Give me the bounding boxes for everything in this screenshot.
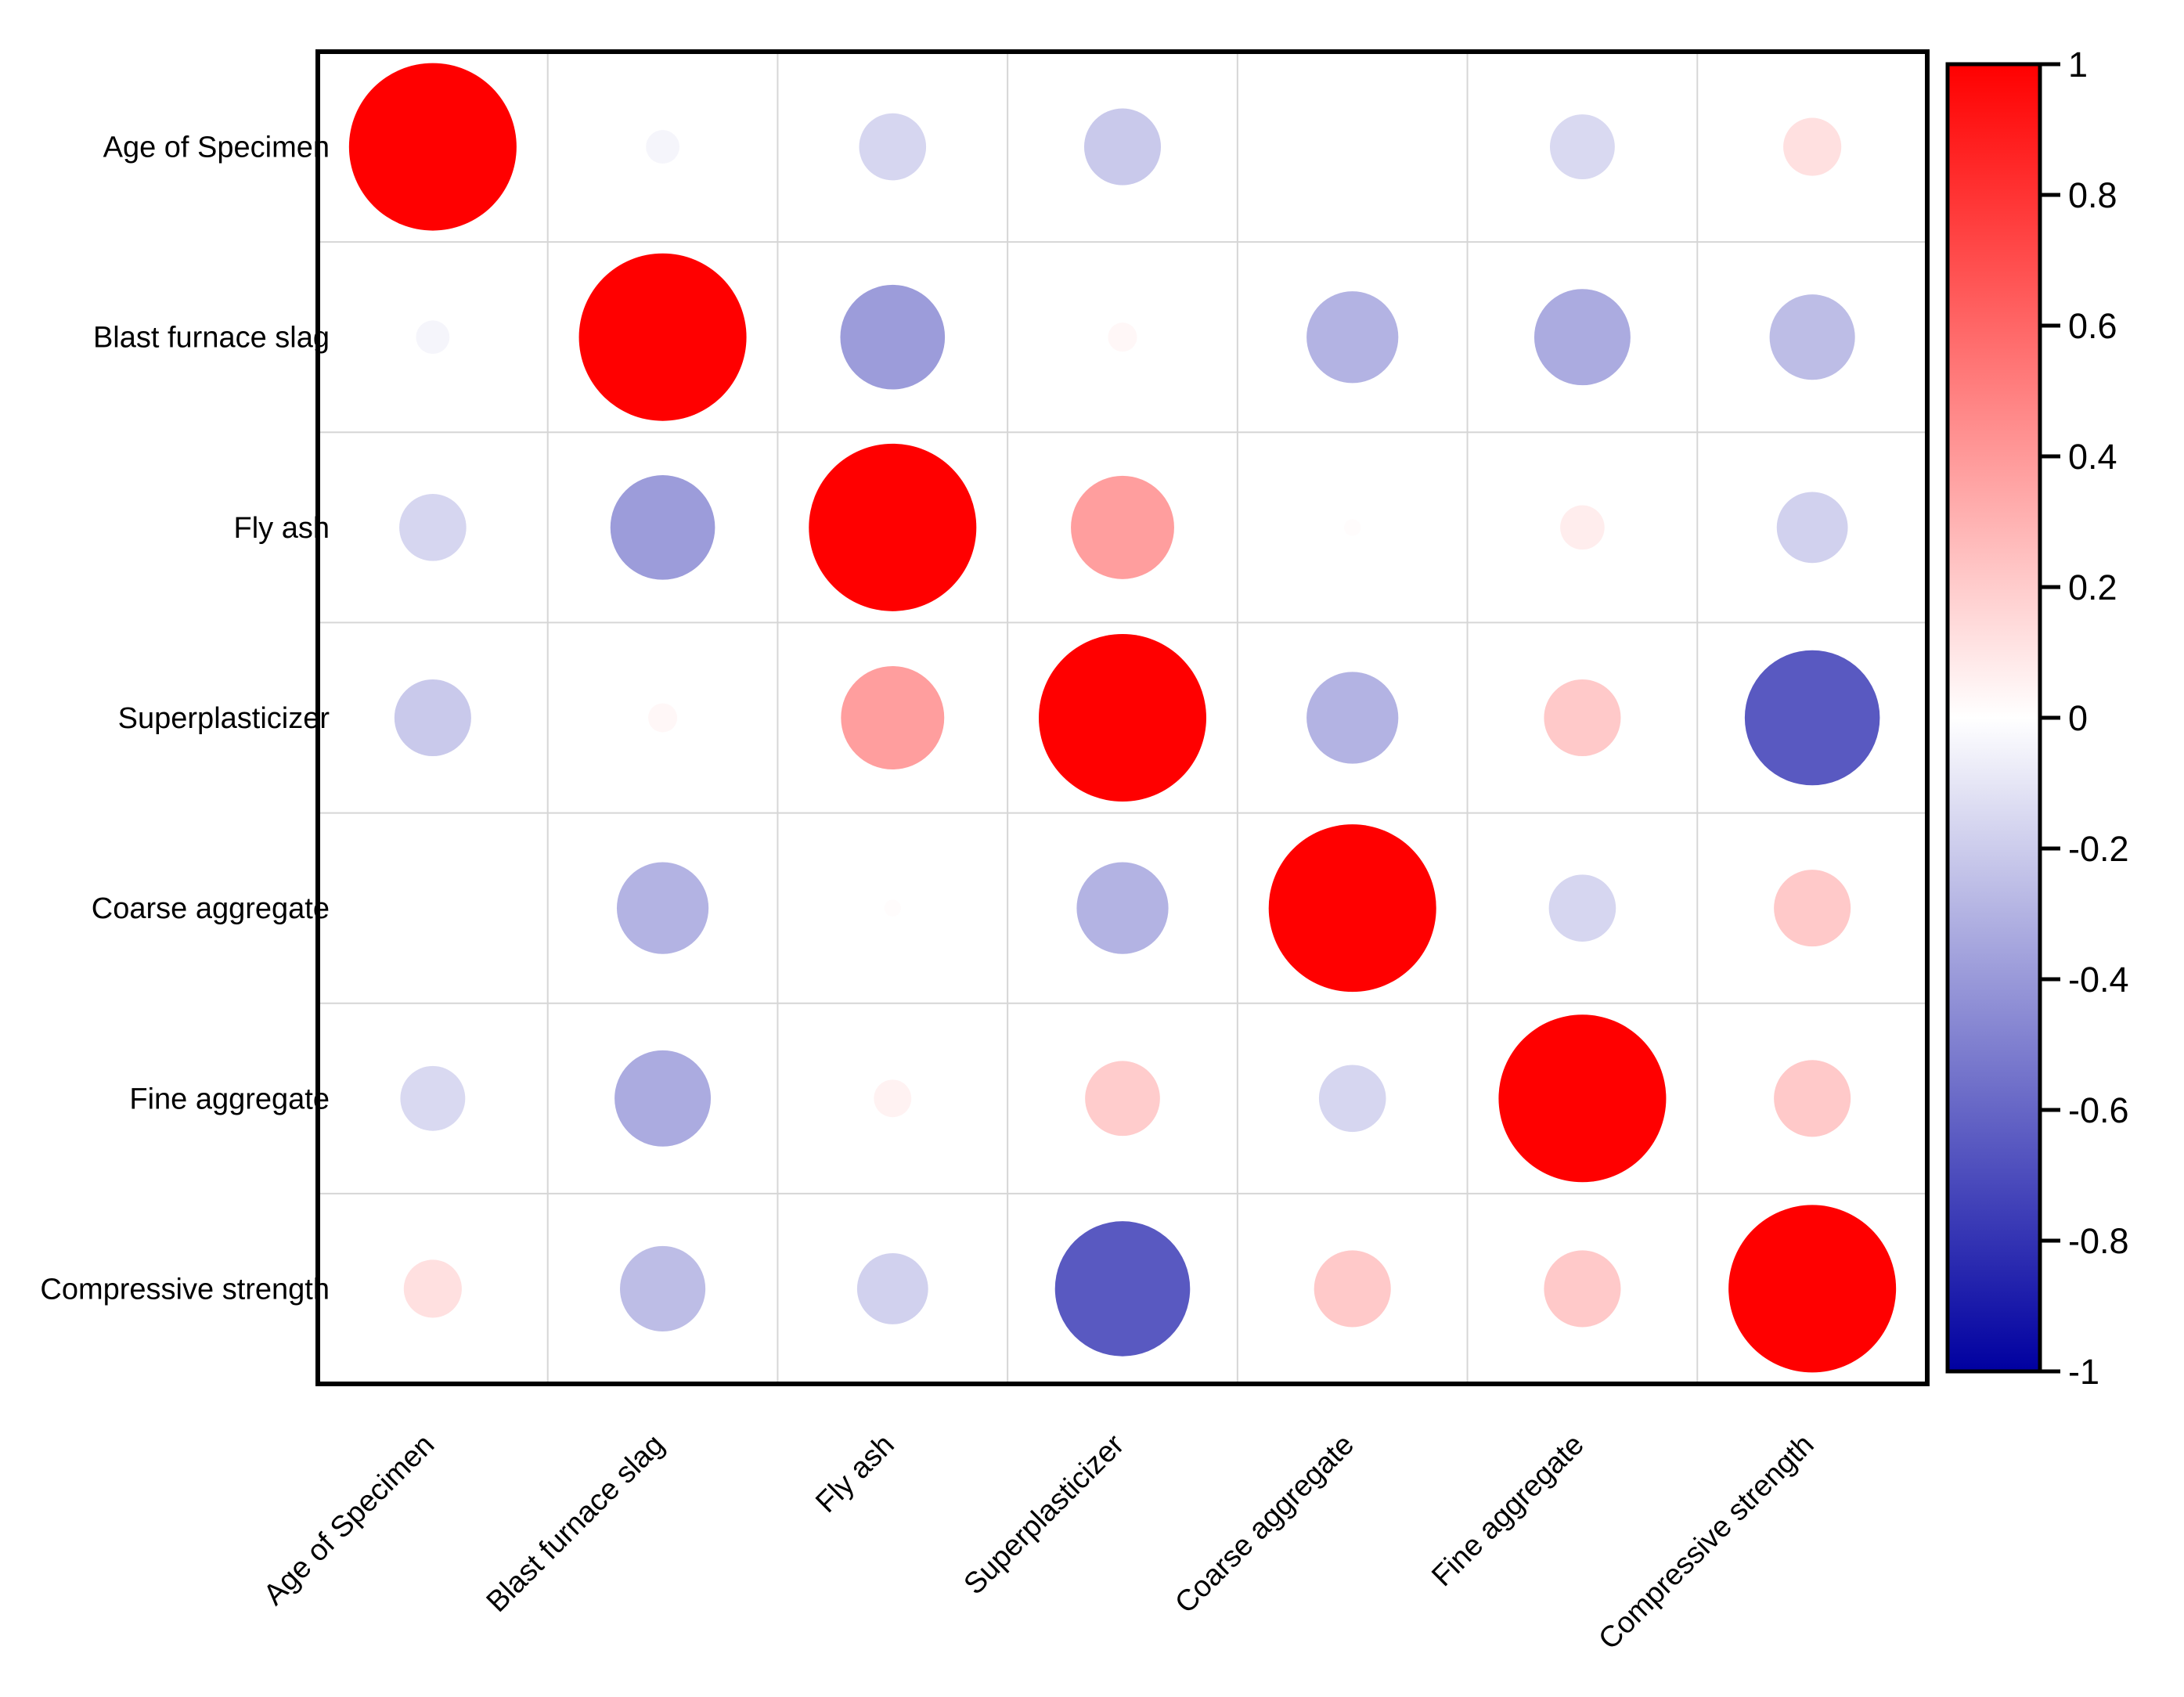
bubble-2-2: [809, 443, 977, 611]
bubble-5-1: [614, 1050, 712, 1147]
bubble-1-3: [1108, 322, 1137, 352]
bubble-6-0: [403, 1259, 462, 1318]
bubble-5-2: [874, 1079, 912, 1118]
colorbar-tick-label: -0.4: [2068, 960, 2129, 1000]
bubble-2-1: [610, 475, 715, 580]
bubble-layer: [348, 63, 1897, 1373]
bubble-2-5: [1560, 505, 1605, 550]
bubble-6-4: [1314, 1250, 1391, 1328]
colorbar-tick-label: 0.8: [2068, 175, 2117, 215]
colorbar-tick-label: 0.6: [2068, 306, 2117, 346]
bubble-6-5: [1544, 1250, 1621, 1328]
bubble-0-5: [1549, 114, 1615, 180]
colorbar-tick-label: 1: [2068, 45, 2088, 85]
bubble-0-2: [859, 113, 927, 181]
bubble-5-6: [1774, 1060, 1851, 1137]
bubble-0-6: [1783, 117, 1842, 176]
colorbar-tick-label: -0.6: [2068, 1090, 2129, 1130]
bubble-3-1: [648, 703, 678, 733]
row-label: Compressive strength: [40, 1273, 330, 1306]
column-label: Blast furnace slag: [481, 1429, 671, 1619]
bubble-5-4: [1318, 1065, 1386, 1133]
row-label: Superplasticizer: [118, 702, 330, 735]
bubble-4-2: [884, 899, 901, 917]
colorbar-tick-label: -1: [2068, 1352, 2099, 1392]
colorbar-ticks: 1 0.8 0.6 0.4 0.2 0 -0.2 -0.4 -0.6 -0.8 -1: [2040, 45, 2129, 1392]
bubble-2-3: [1071, 475, 1174, 579]
colorbar-tick-label: 0: [2068, 698, 2088, 738]
bubble-4-1: [616, 862, 709, 954]
colorbar-tick-label: 0.4: [2068, 437, 2117, 477]
plot-frame: [315, 49, 1930, 1386]
colorbar-tick-label: -0.2: [2068, 829, 2129, 869]
bubble-4-5: [1548, 874, 1616, 942]
column-label: Superplasticizer: [958, 1428, 1131, 1601]
bubble-0-3: [1083, 108, 1162, 186]
bubble-1-5: [1533, 289, 1631, 386]
row-label: Age of Specimen: [103, 132, 330, 164]
bubble-3-4: [1306, 672, 1399, 764]
row-label: Fine aggregate: [129, 1083, 330, 1115]
bubble-2-6: [1776, 492, 1848, 564]
bubble-4-0: [432, 907, 434, 909]
bubble-0-4: [1352, 146, 1353, 148]
bubble-4-3: [1076, 862, 1169, 954]
column-label: Compressive strength: [1592, 1429, 1820, 1656]
row-label: Coarse aggregate: [92, 892, 330, 925]
bubble-4-4: [1268, 824, 1436, 993]
bubble-5-3: [1085, 1061, 1160, 1137]
bubble-3-2: [841, 666, 945, 769]
row-label: Blast furnace slag: [93, 322, 330, 355]
colorbar-tick-label: -0.8: [2068, 1221, 2129, 1261]
grid-lines: [318, 52, 1927, 1384]
bubble-1-0: [416, 320, 450, 355]
colorbar: 1 0.8 0.6 0.4 0.2 0 -0.2 -0.4 -0.6 -0.8 -1: [1945, 45, 2129, 1392]
column-label: Coarse aggregate: [1169, 1429, 1360, 1620]
bubble-2-0: [399, 494, 467, 561]
bubble-1-4: [1306, 291, 1399, 384]
column-labels: Age of Specimen Blast furnace slag Fly ash…: [258, 1428, 1821, 1656]
column-label: Age of Specimen: [258, 1429, 441, 1612]
bubble-6-3: [1054, 1221, 1191, 1357]
bubble-1-2: [840, 284, 946, 390]
bubble-3-3: [1039, 634, 1206, 802]
bubble-0-1: [646, 130, 679, 164]
bubble-6-2: [856, 1253, 928, 1324]
bubble-1-1: [578, 253, 747, 421]
bubble-4-6: [1774, 870, 1851, 947]
bubble-5-0: [400, 1065, 466, 1131]
colorbar-gradient: [1945, 62, 2042, 1374]
row-label: Fly ash: [234, 512, 330, 545]
bubble-6-6: [1728, 1205, 1897, 1373]
bubble-3-6: [1744, 650, 1880, 786]
column-label: Fine aggregate: [1425, 1429, 1590, 1593]
bubble-3-0: [394, 679, 471, 757]
bubble-3-5: [1544, 679, 1621, 757]
row-labels: Age of Specimen Blast furnace slag Fly ash…: [40, 132, 330, 1306]
bubble-2-4: [1344, 519, 1361, 536]
bubble-0-0: [348, 63, 517, 231]
column-label: Fly ash: [809, 1429, 900, 1519]
bubble-5-5: [1498, 1014, 1667, 1183]
bubble-1-6: [1769, 294, 1855, 380]
bubble-6-1: [620, 1245, 706, 1331]
colorbar-tick-label: 0.2: [2068, 567, 2117, 607]
